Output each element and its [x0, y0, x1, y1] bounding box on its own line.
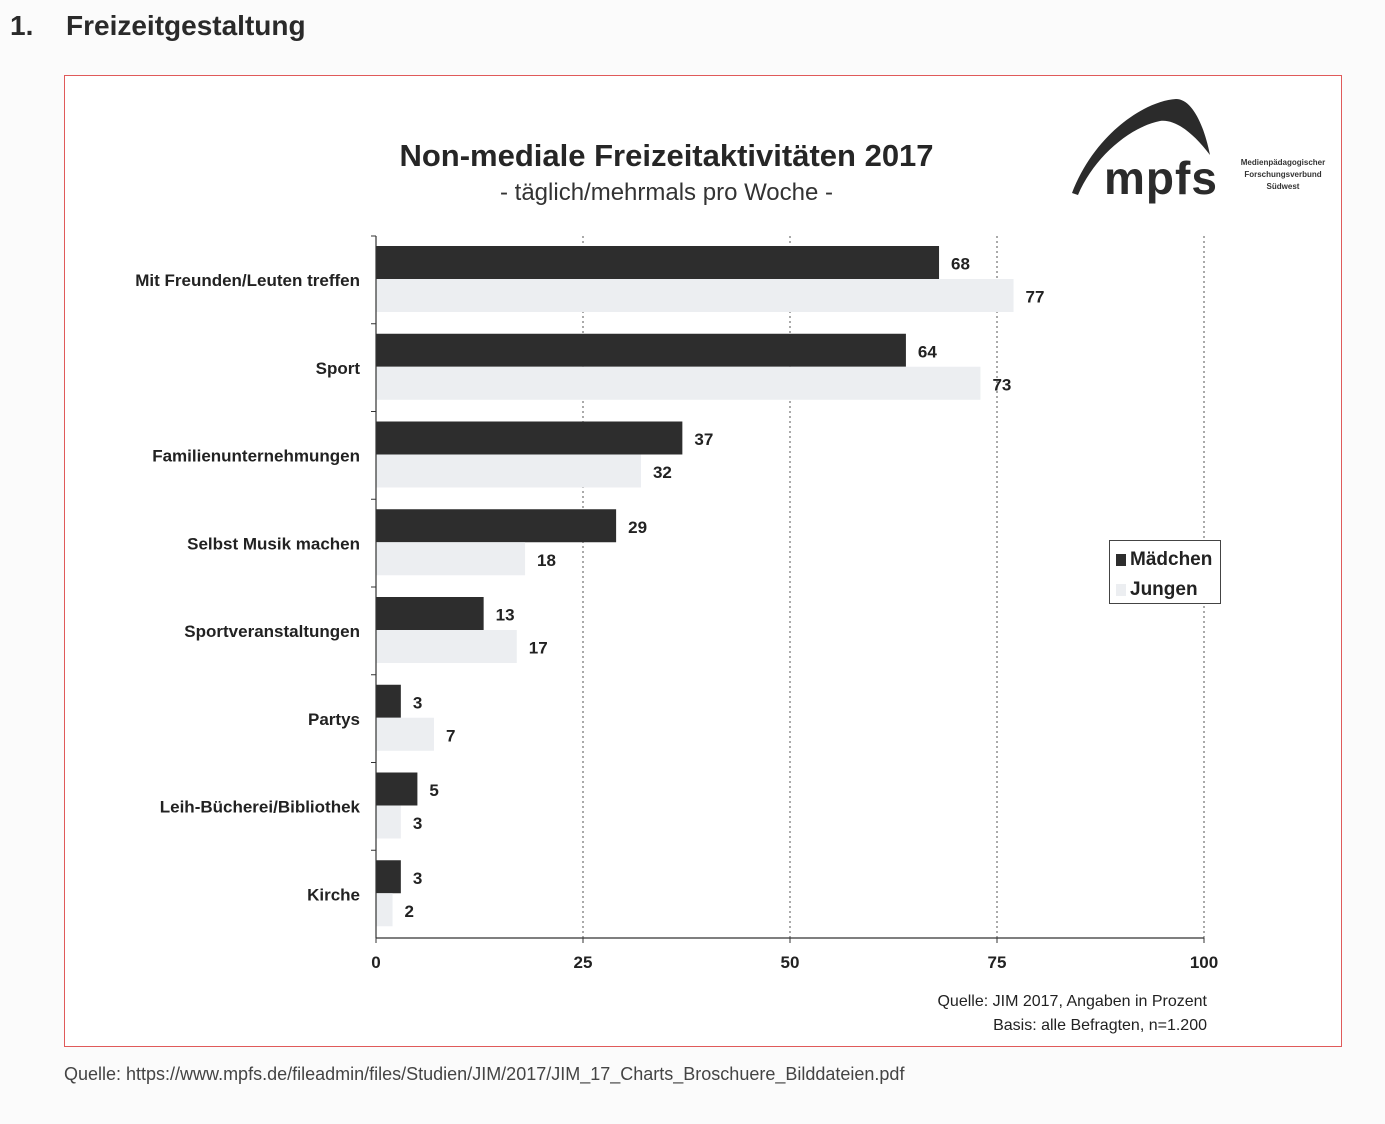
chart-title: Non-mediale Freizeitaktivitäten 2017 [399, 138, 934, 173]
logo-arc-icon [1072, 99, 1210, 195]
data-label: 5 [429, 781, 438, 800]
bar-maedchen [376, 333, 906, 367]
section-heading: 1. Freizeitgestaltung [10, 10, 306, 42]
x-tick-label: 100 [1190, 953, 1218, 972]
data-label: 13 [496, 606, 515, 625]
chart-source-note: Quelle: JIM 2017, Angaben in Prozent Bas… [937, 990, 1207, 1038]
bar-maedchen [376, 597, 484, 630]
bar-jungen [376, 805, 401, 839]
x-tick-label: 0 [371, 953, 380, 972]
chart-subtitle: - täglich/mehrmals pro Woche - [500, 179, 833, 206]
bar-maedchen [376, 509, 617, 543]
source-line: Quelle: JIM 2017, Angaben in Prozent [937, 993, 1207, 1010]
category-label: Partys [308, 710, 360, 729]
mpfs-logo: mpfs Medienpädagogischer Forschungsverbu… [1064, 95, 1344, 215]
data-label: 29 [628, 518, 647, 537]
legend-swatch-jungen [1116, 584, 1126, 596]
x-tick-label: 50 [781, 953, 800, 972]
data-label: 18 [537, 551, 556, 570]
bar-jungen [376, 893, 393, 927]
bar-jungen [376, 366, 981, 400]
legend-label: Jungen [1130, 579, 1198, 600]
bar-maedchen [376, 684, 401, 718]
legend-item-maedchen: Mädchen [1116, 545, 1220, 575]
bar-jungen [376, 717, 434, 751]
section-title: Freizeitgestaltung [66, 10, 306, 41]
data-label: 68 [951, 255, 970, 274]
x-tick-label: 25 [574, 953, 593, 972]
logo-sub-line: Medienpädagogischer [1240, 158, 1326, 167]
data-label: 77 [1026, 288, 1045, 307]
category-label: Leih-Bücherei/Bibliothek [160, 798, 361, 817]
data-label: 2 [405, 902, 414, 921]
logo-subtitle: Medienpädagogischer Forschungsverbund Sü… [1224, 157, 1342, 193]
data-label: 37 [694, 430, 713, 449]
bar-maedchen [376, 421, 683, 455]
data-label: 7 [446, 726, 455, 745]
bar-jungen [376, 279, 1014, 312]
legend-label: Mädchen [1130, 549, 1213, 570]
bar-maedchen [376, 860, 401, 894]
bar-maedchen [376, 772, 418, 806]
legend-item-jungen: Jungen [1116, 575, 1220, 605]
category-label: Sportveranstaltungen [184, 622, 360, 641]
data-label: 3 [413, 693, 422, 712]
logo-wordmark: mpfs [1104, 152, 1218, 204]
bar-jungen [376, 542, 526, 576]
data-label: 32 [653, 463, 672, 482]
data-label: 3 [413, 869, 422, 888]
data-label: 17 [529, 639, 548, 658]
logo-sub-line: Südwest [1266, 182, 1300, 191]
category-label: Selbst Musik machen [187, 534, 360, 553]
category-label: Sport [316, 359, 361, 378]
logo-sub-line: Forschungsverbund [1244, 170, 1322, 179]
x-tick-label: 75 [988, 953, 1007, 972]
chart-legend: Mädchen Jungen [1109, 540, 1221, 604]
legend-swatch-maedchen [1116, 554, 1126, 566]
source-line: Basis: alle Befragten, n=1.200 [993, 1017, 1207, 1034]
category-label: Mit Freunden/Leuten treffen [135, 271, 360, 290]
category-label: Familienunternehmungen [152, 447, 360, 466]
bar-jungen [376, 630, 517, 663]
data-label: 64 [918, 342, 937, 361]
category-label: Kirche [307, 885, 360, 904]
data-label: 73 [992, 375, 1011, 394]
bar-jungen [376, 454, 641, 488]
section-number: 1. [10, 10, 34, 41]
footer-source: Quelle: https://www.mpfs.de/fileadmin/fi… [64, 1064, 905, 1084]
data-label: 3 [413, 814, 422, 833]
bar-maedchen [376, 246, 940, 279]
